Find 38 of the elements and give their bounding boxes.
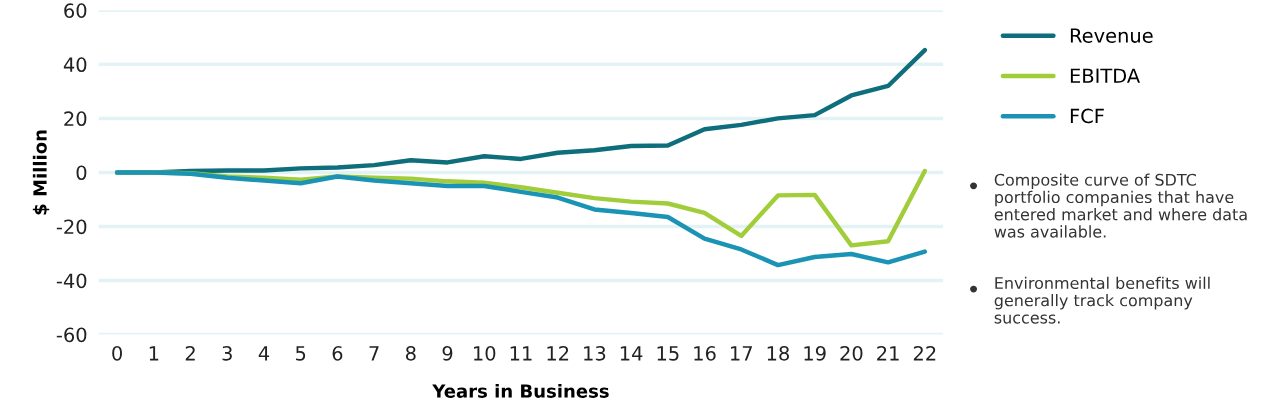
y-tick-label: -60 [56, 327, 87, 343]
legend-label: EBITDA [1070, 68, 1141, 83]
x-tick-label: 18 [767, 345, 789, 361]
x-tick-label: 5 [295, 346, 306, 361]
x-tick-label: 3 [222, 345, 232, 361]
y-tick-label: 0 [76, 165, 87, 181]
x-tick-label: 0 [112, 345, 122, 361]
x-tick-label: 2 [185, 345, 195, 361]
text: Composite curve of SDTC portfolio companies that have entered market and where data was available. [994, 173, 1247, 238]
x-tick-label: 12 [547, 345, 569, 361]
text: Environmental benefits will generally track company success. [994, 276, 1210, 324]
x-tick-label: 13 [584, 345, 606, 361]
x-tick-label: 22 [913, 345, 936, 361]
y-tick-label: -20 [56, 219, 87, 235]
x-tick-label: 14 [620, 346, 643, 361]
line-series [114, 170, 928, 268]
y-axis-title: $ Million [32, 130, 50, 215]
y-tick-label: -40 [56, 273, 87, 289]
y-tick-label: 40 [63, 57, 87, 73]
y-tick-label: 60 [64, 3, 87, 18]
legend-label: FCF [1070, 108, 1104, 124]
x-tick-label: 6 [332, 345, 343, 361]
x-axis-title: Years in Business [432, 383, 609, 398]
x-tick-label: 4 [258, 346, 270, 361]
x-tick-label: 16 [694, 345, 716, 361]
legend-label: Revenue [1070, 28, 1153, 43]
x-tick-label: 11 [510, 346, 532, 361]
x-tick-label: 7 [369, 346, 379, 361]
x-tick-label: 17 [731, 346, 752, 361]
x-tick-label: 1 [149, 346, 159, 361]
x-tick-label: 19 [804, 345, 826, 361]
x-tick-label: 8 [405, 345, 416, 361]
x-tick-label: 20 [840, 345, 863, 361]
x-tick-label: 15 [657, 346, 679, 361]
x-tick-label: 21 [877, 345, 899, 361]
x-tick-label: 9 [442, 345, 453, 361]
x-tick-label: 10 [474, 345, 496, 361]
y-tick-label: 20 [64, 111, 87, 127]
